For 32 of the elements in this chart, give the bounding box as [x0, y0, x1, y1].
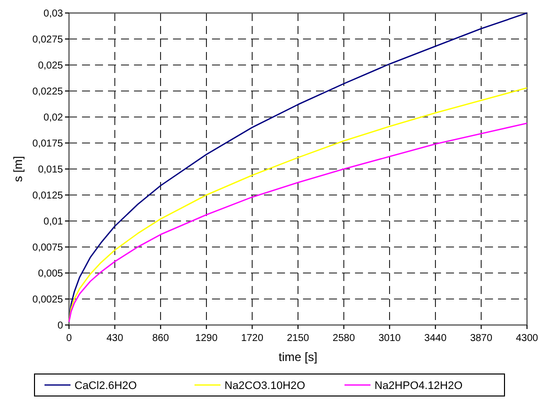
y-tick-label: 0,0125: [32, 190, 64, 202]
x-tick-label: 860: [152, 333, 170, 344]
x-tick-label: 3440: [424, 333, 447, 344]
line-series: [68, 12, 528, 320]
x-axis-title: time [s]: [278, 350, 318, 364]
legend-label: Na2CO3.10H2O: [224, 380, 306, 392]
line-series: [68, 122, 528, 323]
y-tick-label: 0,015: [38, 164, 64, 176]
y-tick-label: 0,0275: [32, 34, 64, 46]
line-series: [68, 87, 528, 322]
x-tick-label: 1720: [241, 333, 264, 344]
y-tick-label: 0,0025: [32, 294, 64, 306]
x-tick-label: 3870: [470, 333, 493, 344]
y-tick-label: 0,005: [38, 268, 64, 280]
x-tick-label: 2580: [332, 333, 356, 344]
legend-label: Na2HPO4.12H2O: [374, 380, 463, 392]
x-tick-label: 3010: [378, 333, 402, 344]
x-tick-label: 1290: [195, 333, 218, 344]
y-tick-label: 0,03: [44, 8, 64, 20]
y-tick-label: 0,0225: [32, 86, 64, 98]
y-axis-title: s [m]: [11, 156, 25, 182]
x-tick-label: 0: [66, 333, 72, 344]
x-tick-label: 2150: [286, 333, 310, 344]
y-tick-label: 0,02: [44, 112, 64, 124]
y-tick-label: 0,0175: [32, 138, 64, 150]
y-tick-label: 0,025: [38, 60, 64, 72]
x-tick-label: 430: [106, 333, 124, 344]
y-tick-label: 0: [57, 320, 64, 332]
x-tick-label: 4300: [516, 333, 539, 344]
y-tick-label: 0,0075: [32, 242, 64, 254]
y-tick-label: 0,01: [44, 216, 64, 228]
legend-label: CaCl2.6H2O: [74, 380, 138, 392]
